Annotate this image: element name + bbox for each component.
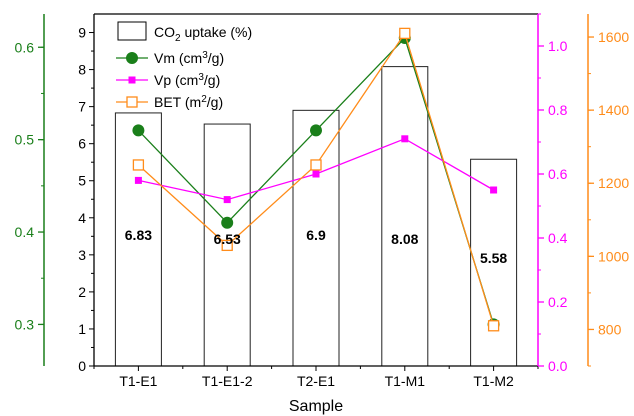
vp-tick-label: 0.2	[548, 294, 568, 310]
vm-tick-label: 0.6	[15, 39, 35, 55]
bar-t2-e1	[292, 109, 340, 367]
left-tick-label: 8	[78, 62, 86, 78]
bar-t1-e1	[114, 112, 162, 367]
legend-label-vp: Vp (cm3/g)	[154, 72, 220, 88]
line-series-group	[132, 27, 500, 332]
point-vm-t1-e1	[132, 124, 145, 137]
left-tick-label: 3	[78, 247, 86, 263]
vm-tick-label: 0.4	[15, 224, 35, 240]
bet-tick-label: 1600	[598, 29, 629, 45]
data-label-t2-e1: 6.9	[306, 227, 326, 243]
legend-marker-vm	[126, 52, 138, 64]
x-tick-label: T1-M1	[385, 373, 426, 389]
vp-tick-label: 0.0	[548, 358, 568, 374]
x-tick-label: T1-E1	[119, 373, 157, 389]
bet-tick-label: 1200	[598, 175, 629, 191]
data-labels-group: 6.83 6.53 6.9 8.08 5.58	[125, 227, 508, 266]
point-vp-t1-m1	[401, 135, 409, 143]
legend-marker-bet	[126, 96, 138, 108]
point-vp-t1-e1	[134, 176, 142, 184]
point-bet-t1-m1	[399, 27, 411, 40]
point-bet-t2-e1	[310, 159, 322, 171]
left-tick-label: 4	[78, 210, 86, 226]
x-tick-label: T1-E1-2	[202, 373, 253, 389]
x-tick-label: T2-E1	[297, 373, 335, 389]
vm-tick-label: 0.5	[15, 132, 35, 148]
bar-t1-m2	[470, 158, 518, 367]
x-tick-label: T1-M2	[473, 373, 514, 389]
point-vm-t2-e1	[310, 124, 322, 137]
point-vp-t1-m2	[490, 186, 498, 194]
left-tick-label: 2	[78, 284, 86, 300]
left-tick-label: 1	[78, 321, 86, 337]
data-label-t1-m2: 5.58	[480, 250, 507, 266]
legend-marker-vp	[128, 76, 136, 84]
bar-series-co2-uptake	[114, 66, 518, 367]
point-vm-t1-e1-2	[221, 216, 234, 229]
vp-tick-label: 1.0	[548, 38, 568, 54]
left-tick-label: 6	[78, 136, 86, 152]
legend-label-co2: CO2 uptake (%)	[154, 24, 252, 44]
axes-group: 0 1 2 3 4 5 6 7 8 9 T1-E1 T1-E1-2 T2-E1 T1-M1 T1-M2 0.3…	[15, 13, 629, 389]
left-tick-label: 9	[78, 25, 86, 41]
vp-tick-label: 0.4	[548, 230, 568, 246]
bar-t1-m1	[381, 66, 429, 367]
point-bet-t1-m2	[487, 320, 500, 332]
left-tick-label: 7	[78, 99, 86, 115]
bet-tick-label: 1000	[598, 248, 629, 264]
bet-tick-label: 800	[598, 321, 622, 337]
vp-tick-label: 0.6	[548, 166, 568, 182]
legend: CO2 uptake (%) Vm (cm3/g) Vp (cm3/g) BET (m…	[116, 21, 252, 110]
left-tick-label: 0	[78, 358, 86, 374]
left-tick-label: 5	[78, 173, 86, 189]
vp-tick-label: 0.8	[548, 102, 568, 118]
vm-tick-label: 0.3	[15, 316, 35, 332]
bet-tick-label: 1400	[598, 102, 629, 118]
data-label-t1-m1: 8.08	[391, 231, 418, 247]
point-vp-t2-e1	[312, 170, 320, 178]
x-axis-title: Sample	[289, 398, 343, 415]
data-label-t1-e1-2: 6.53	[214, 231, 241, 247]
point-bet-t1-e1	[132, 159, 145, 171]
point-vp-t1-e1-2	[223, 196, 231, 204]
legend-label-bet: BET (m2/g)	[154, 94, 223, 110]
data-label-t1-e1: 6.83	[125, 227, 152, 243]
legend-swatch-co2	[117, 21, 147, 41]
point-bet-t1-e1-2	[221, 239, 233, 252]
legend-label-vm: Vm (cm3/g)	[154, 50, 224, 66]
